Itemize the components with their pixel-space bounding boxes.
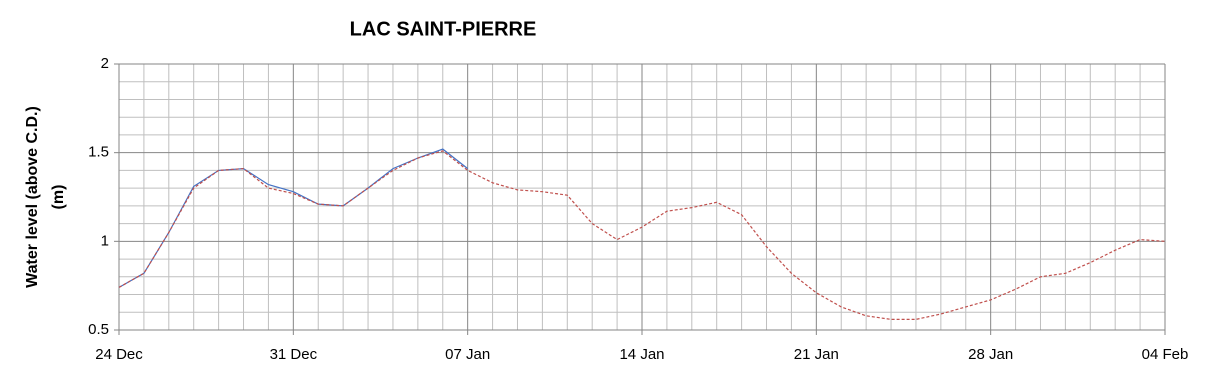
chart-title: LAC SAINT-PIERRE [350, 18, 537, 40]
x-tick-label: 21 Jan [794, 346, 839, 363]
x-tick-label: 31 Dec [270, 346, 318, 363]
x-tick-label: 24 Dec [95, 346, 143, 363]
x-tick-label: 28 Jan [968, 346, 1013, 363]
y-tick-label: 1 [101, 232, 109, 249]
x-tick-label: 14 Jan [619, 346, 664, 363]
x-tick-label: 04 Feb [1142, 346, 1189, 363]
y-label-line: Water level (above C.D.) [24, 106, 41, 288]
x-tick-label: 07 Jan [445, 346, 490, 363]
y-tick-label: 2 [101, 55, 109, 72]
y-tick-label: 1.5 [88, 144, 109, 161]
y-label-line: (m) [50, 185, 67, 210]
y-tick-label: 0.5 [88, 321, 109, 338]
series-line [118, 150, 1166, 320]
y-axis-label: Water level (above C.D.) (m) [24, 106, 67, 288]
